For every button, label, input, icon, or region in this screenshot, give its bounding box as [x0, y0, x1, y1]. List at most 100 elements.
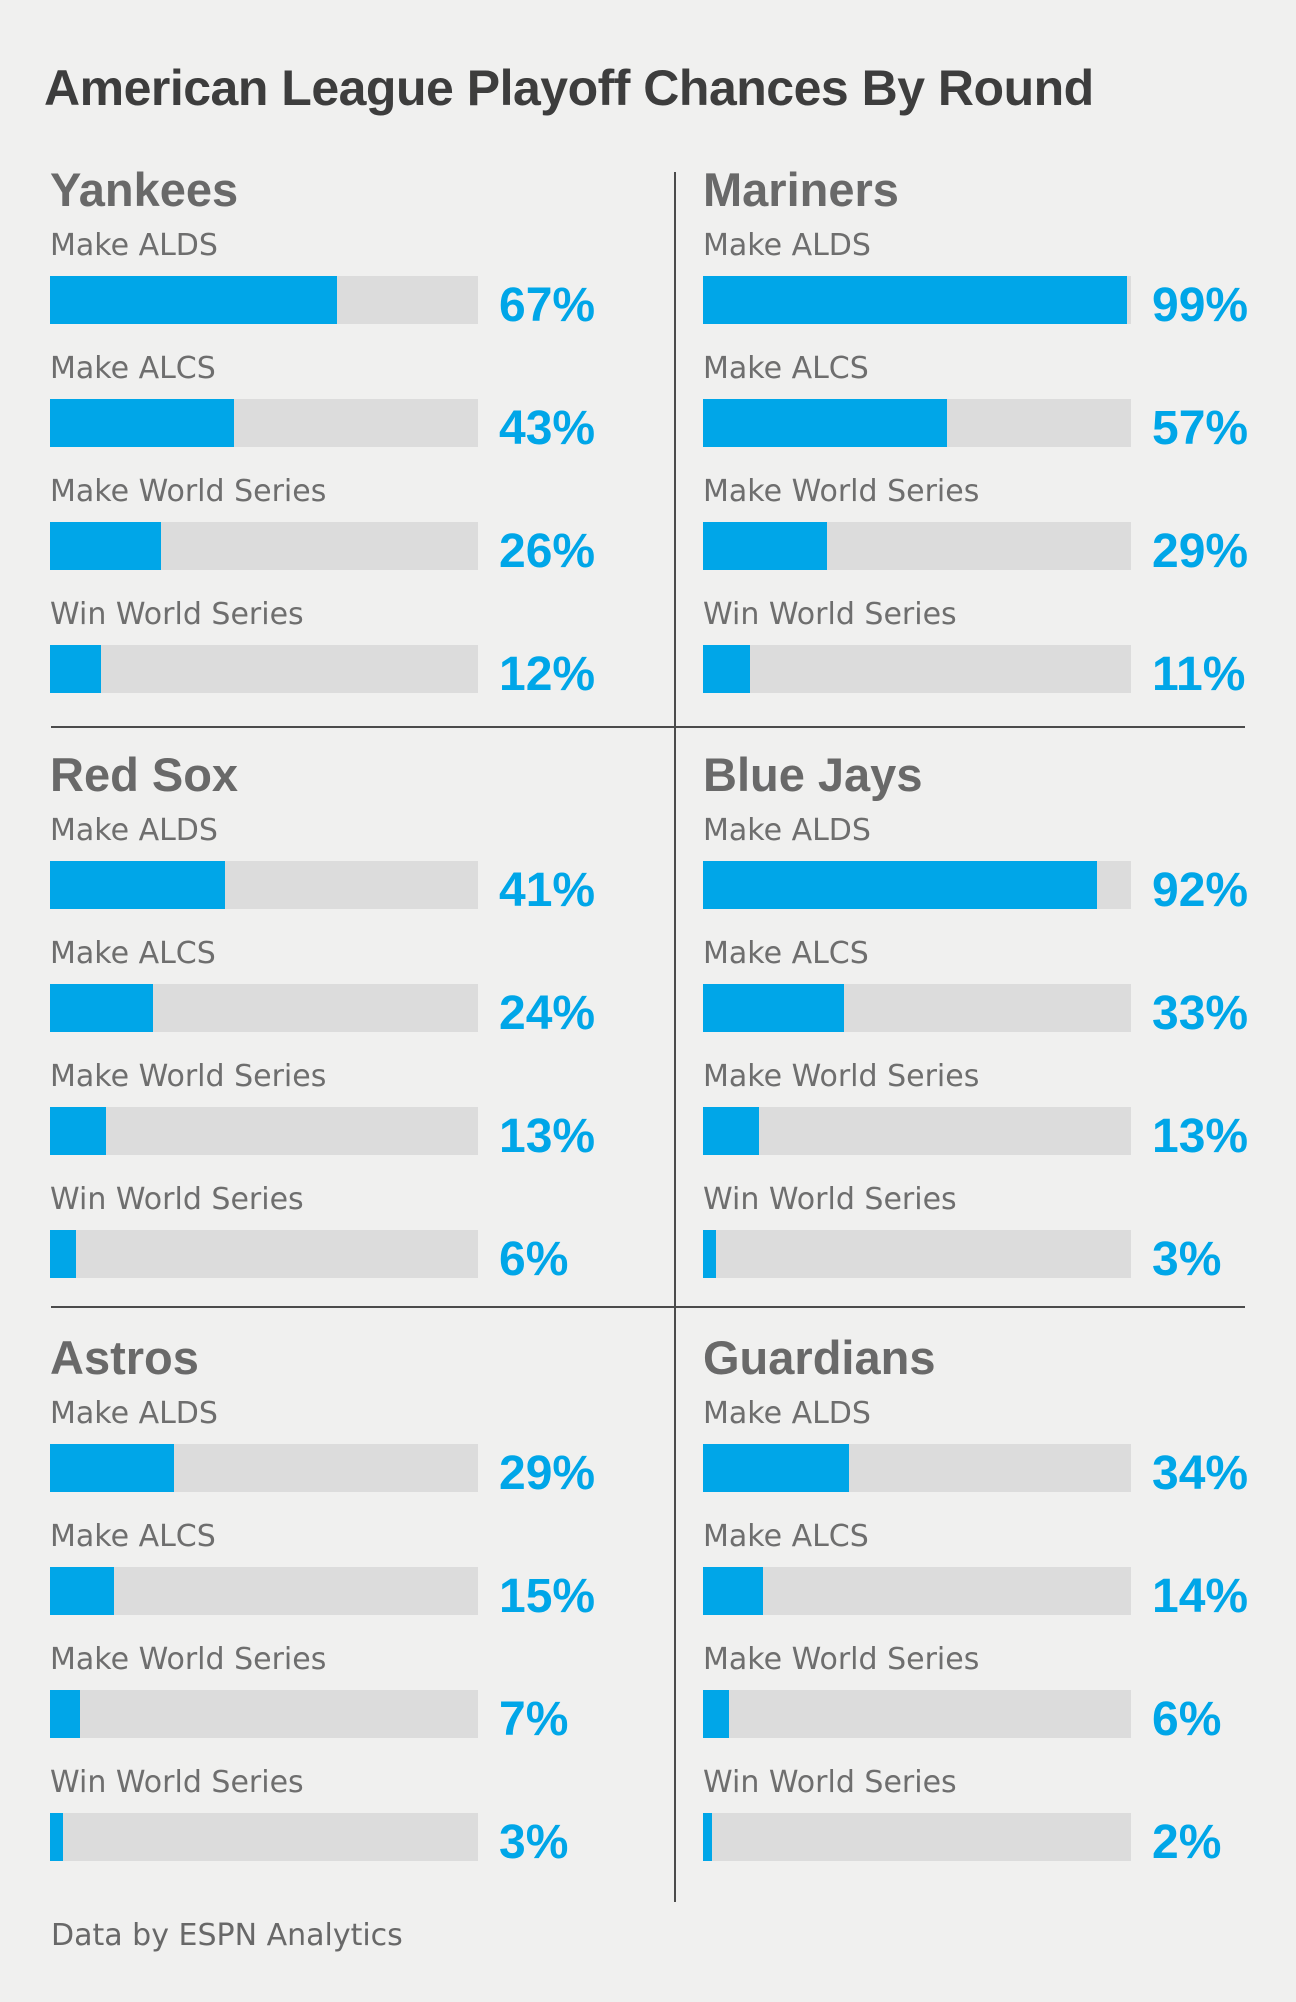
stat-label: Win World Series	[703, 1182, 957, 1217]
bar-track	[703, 276, 1131, 324]
stat-block: Make ALDS 34%	[703, 1396, 1296, 1498]
bar-fill	[703, 1107, 759, 1155]
bar-track	[703, 645, 1131, 693]
stat-block: Make ALDS 41%	[50, 813, 662, 915]
bar-row: 11%	[703, 645, 1296, 699]
bar-row: 67%	[50, 276, 662, 330]
bar-value: 6%	[1152, 1693, 1222, 1746]
stat-label: Win World Series	[50, 597, 304, 632]
bar-track	[703, 1230, 1131, 1278]
bar-row: 33%	[703, 984, 1296, 1038]
bar-row: 3%	[50, 1813, 662, 1867]
stat-label: Make ALDS	[703, 1396, 871, 1431]
bar-value: 7%	[499, 1693, 569, 1746]
team-section-blue-jays: Blue Jays Make ALDS 92% Make ALCS 33% Ma…	[703, 751, 1296, 1284]
bar-fill	[50, 1444, 175, 1492]
bar-track	[703, 1444, 1131, 1492]
stat-label: Make ALDS	[703, 228, 871, 263]
bar-fill	[703, 645, 751, 693]
bar-track	[703, 1567, 1131, 1615]
team-section-guardians: Guardians Make ALDS 34% Make ALCS 14% Ma…	[703, 1334, 1296, 1867]
bar-row: 6%	[703, 1690, 1296, 1744]
bar-value: 57%	[1152, 402, 1249, 455]
bar-track	[50, 1690, 478, 1738]
bar-fill	[703, 1444, 849, 1492]
bar-fill	[50, 399, 235, 447]
stat-label: Make World Series	[703, 474, 980, 509]
stat-block: Make ALDS 92%	[703, 813, 1296, 915]
bar-row: 13%	[703, 1107, 1296, 1161]
stat-block: Make ALDS 67%	[50, 228, 662, 330]
team-section-astros: Astros Make ALDS 29% Make ALCS 15% Make …	[50, 1334, 662, 1867]
stat-label: Make ALDS	[50, 813, 218, 848]
bar-fill	[703, 1230, 716, 1278]
bar-fill	[703, 1813, 712, 1861]
bar-fill	[50, 522, 162, 570]
bar-row: 34%	[703, 1444, 1296, 1498]
stat-block: Make ALCS 33%	[703, 936, 1296, 1038]
bar-value: 41%	[499, 864, 596, 917]
bar-fill	[703, 861, 1097, 909]
bar-fill	[703, 1567, 763, 1615]
stat-block: Win World Series 3%	[50, 1765, 662, 1867]
stat-block: Make World Series 6%	[703, 1642, 1296, 1744]
bar-value: 3%	[499, 1816, 569, 1869]
bar-track	[703, 522, 1131, 570]
bar-row: 99%	[703, 276, 1296, 330]
bar-value: 99%	[1152, 279, 1249, 332]
stat-block: Win World Series 11%	[703, 597, 1296, 699]
bar-row: 2%	[703, 1813, 1296, 1867]
bar-track	[50, 1567, 478, 1615]
bar-row: 7%	[50, 1690, 662, 1744]
bar-fill	[50, 276, 337, 324]
bar-row: 15%	[50, 1567, 662, 1621]
stat-block: Make World Series 7%	[50, 1642, 662, 1744]
stat-label: Make ALDS	[50, 228, 218, 263]
bar-value: 15%	[499, 1570, 596, 1623]
bar-track	[703, 861, 1131, 909]
bar-value: 29%	[499, 1447, 596, 1500]
stat-label: Make World Series	[50, 1642, 327, 1677]
team-section-yankees: Yankees Make ALDS 67% Make ALCS 43% Make…	[50, 166, 662, 699]
bar-fill	[50, 861, 226, 909]
stat-block: Make World Series 13%	[703, 1059, 1296, 1161]
bar-row: 12%	[50, 645, 662, 699]
stat-label: Make World Series	[50, 474, 327, 509]
stat-label: Make ALCS	[50, 936, 216, 971]
stat-block: Make ALCS 14%	[703, 1519, 1296, 1621]
bar-fill	[50, 1230, 76, 1278]
row-divider-2	[51, 1306, 1245, 1308]
bar-value: 2%	[1152, 1816, 1222, 1869]
bar-track	[50, 276, 478, 324]
team-name: Red Sox	[50, 748, 239, 801]
bar-track	[50, 645, 478, 693]
bar-row: 43%	[50, 399, 662, 453]
footer-credit: Data by ESPN Analytics	[51, 1918, 403, 1953]
stat-label: Make World Series	[50, 1059, 327, 1094]
bar-value: 92%	[1152, 864, 1249, 917]
bar-fill	[703, 399, 947, 447]
bar-value: 33%	[1152, 987, 1249, 1040]
bar-value: 43%	[499, 402, 596, 455]
stat-block: Make World Series 13%	[50, 1059, 662, 1161]
bar-track	[703, 399, 1131, 447]
bar-track	[50, 1230, 478, 1278]
bar-track	[50, 1444, 478, 1492]
stat-label: Make ALCS	[703, 1519, 869, 1554]
stat-label: Win World Series	[50, 1182, 304, 1217]
bar-track	[50, 1107, 478, 1155]
bar-fill	[50, 1567, 115, 1615]
stat-label: Win World Series	[703, 597, 957, 632]
bar-fill	[50, 1690, 80, 1738]
stat-block: Win World Series 3%	[703, 1182, 1296, 1284]
stat-label: Make ALCS	[703, 351, 869, 386]
bar-row: 57%	[703, 399, 1296, 453]
stat-label: Win World Series	[703, 1765, 957, 1800]
stat-block: Win World Series 12%	[50, 597, 662, 699]
team-section-mariners: Mariners Make ALDS 99% Make ALCS 57% Mak…	[703, 166, 1296, 699]
bar-track	[703, 984, 1131, 1032]
bar-row: 13%	[50, 1107, 662, 1161]
bar-row: 3%	[703, 1230, 1296, 1284]
stat-label: Make ALCS	[50, 1519, 216, 1554]
stat-label: Make World Series	[703, 1059, 980, 1094]
